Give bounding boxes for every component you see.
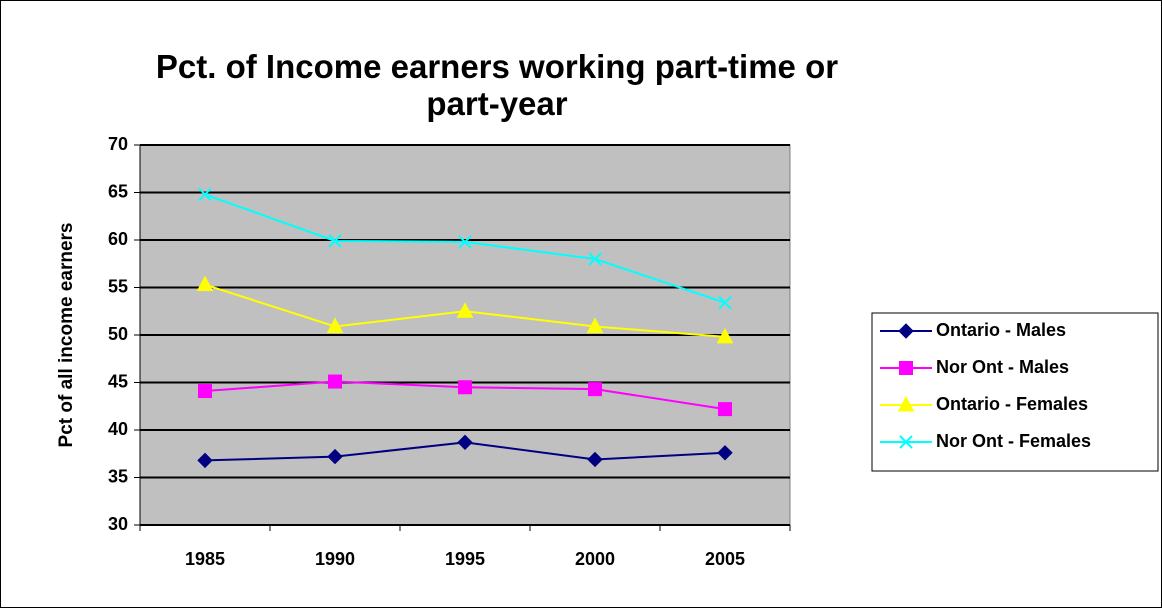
- data-point: [458, 380, 472, 395]
- data-point: [586, 317, 604, 333]
- data-point: [197, 452, 213, 469]
- data-point: [587, 451, 603, 468]
- data-point: [196, 275, 214, 292]
- legend-label: Nor Ont - Females: [936, 431, 1091, 451]
- y-tick-label: 70: [108, 134, 128, 154]
- data-point: [456, 302, 474, 318]
- x-tick-label: 1985: [185, 549, 225, 569]
- legend-marker: [899, 435, 913, 449]
- data-point: [588, 252, 602, 266]
- y-tick-label: 40: [108, 419, 128, 439]
- data-point: [588, 382, 602, 397]
- y-tick-label: 65: [108, 181, 128, 201]
- chart-title: Pct. of Income earners working part-time…: [155, 48, 839, 122]
- y-tick-label: 60: [108, 229, 128, 249]
- data-point: [457, 434, 473, 451]
- data-point: [326, 317, 344, 333]
- y-tick-label: 45: [108, 371, 128, 391]
- x-tick-label: 2000: [575, 549, 615, 569]
- legend-marker: [898, 323, 914, 339]
- data-point: [198, 187, 212, 202]
- data-point: [718, 295, 732, 310]
- data-point: [718, 402, 732, 417]
- legend-marker: [897, 395, 915, 412]
- y-tick-label: 50: [108, 324, 128, 344]
- data-point: [717, 445, 733, 461]
- x-tick-label: 2005: [705, 549, 745, 569]
- y-axis-label: Pct of all income earners: [56, 223, 77, 448]
- x-tick-label: 1995: [445, 549, 485, 569]
- y-tick-label: 35: [108, 466, 128, 486]
- y-tick-label: 30: [108, 514, 128, 534]
- legend-box: [871, 312, 1159, 472]
- x-tick-label: 1990: [315, 549, 355, 569]
- legend-label: Ontario - Females: [936, 394, 1088, 414]
- data-point: [198, 384, 212, 399]
- legend-label: Nor Ont - Males: [936, 357, 1069, 377]
- data-point: [327, 448, 343, 465]
- legend-label: Ontario - Males: [936, 320, 1066, 340]
- data-point: [328, 374, 342, 389]
- data-point: [328, 234, 342, 248]
- data-point: [458, 235, 472, 249]
- data-point: [716, 327, 734, 344]
- legend-marker: [899, 361, 913, 375]
- y-tick-label: 55: [108, 276, 128, 296]
